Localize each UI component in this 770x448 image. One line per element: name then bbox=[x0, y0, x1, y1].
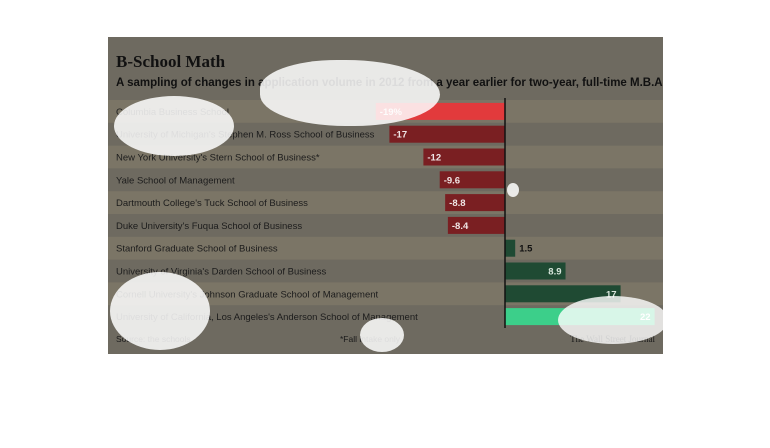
category-label: Yale School of Management bbox=[116, 175, 235, 186]
row-band bbox=[108, 145, 663, 169]
category-label: Dartmouth College's Tuck School of Busin… bbox=[116, 198, 308, 209]
category-label: Cornell University's Johnson Graduate Sc… bbox=[116, 289, 379, 300]
data-label: -8.4 bbox=[452, 221, 469, 232]
highlight-blob bbox=[558, 296, 668, 344]
bar bbox=[439, 171, 505, 189]
data-label: -8.8 bbox=[449, 198, 465, 209]
highlight-blob bbox=[507, 183, 519, 197]
highlight-blob bbox=[260, 60, 440, 126]
bar bbox=[423, 148, 505, 166]
data-label: 8.9 bbox=[548, 267, 561, 278]
bar bbox=[389, 125, 505, 143]
category-label: University of California, Los Angeles's … bbox=[116, 312, 418, 323]
highlight-blob bbox=[114, 96, 234, 156]
category-label: Stanford Graduate School of Business bbox=[116, 244, 278, 255]
category-label: New York University's Stern School of Bu… bbox=[116, 153, 320, 164]
data-label: 17 bbox=[606, 289, 617, 300]
category-label: Duke University's Fuqua School of Busine… bbox=[116, 221, 302, 232]
category-label: University of Virginia's Darden School o… bbox=[116, 267, 326, 278]
chart-title: B-School Math bbox=[116, 52, 226, 71]
bar bbox=[447, 216, 505, 234]
category-label: University of Michigan's Stephen M. Ross… bbox=[116, 130, 375, 141]
data-label: 1.5 bbox=[519, 244, 533, 255]
row-band bbox=[108, 191, 663, 214]
data-label: -9.6 bbox=[444, 175, 460, 186]
bar bbox=[445, 194, 505, 212]
bar bbox=[505, 262, 566, 280]
data-label: -12 bbox=[427, 153, 441, 164]
highlight-blob bbox=[360, 318, 404, 352]
bar-chart: Columbia Business School-19%University o… bbox=[108, 98, 663, 328]
highlight-blob bbox=[110, 272, 210, 350]
bar bbox=[505, 239, 516, 257]
data-label: -17 bbox=[393, 130, 407, 141]
row-band bbox=[108, 236, 663, 260]
